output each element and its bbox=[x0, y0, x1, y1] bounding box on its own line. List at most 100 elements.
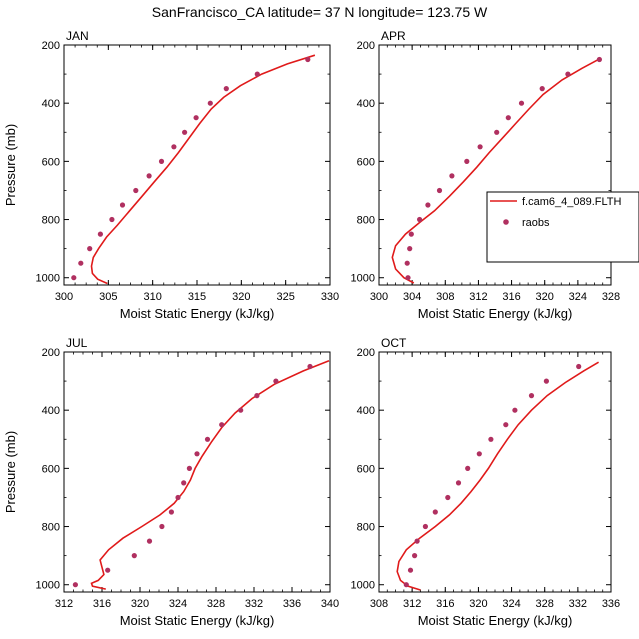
x-tick-label: 324 bbox=[569, 291, 587, 303]
obs-point bbox=[254, 71, 260, 77]
x-tick-label: 312 bbox=[469, 291, 487, 303]
obs-point bbox=[512, 407, 518, 413]
obs-point bbox=[194, 451, 200, 457]
obs-point bbox=[131, 553, 137, 559]
obs-point bbox=[596, 56, 603, 63]
obs-point bbox=[405, 275, 411, 281]
obs-point bbox=[403, 582, 409, 588]
obs-point bbox=[97, 231, 103, 237]
y-tick-label: 600 bbox=[357, 463, 375, 475]
obs-point bbox=[503, 422, 509, 428]
y-tick-label: 1000 bbox=[36, 273, 60, 285]
x-tick-label: 324 bbox=[502, 598, 520, 610]
chart-panel-oct: OCT 308 312 316 320 324 328 332 336 200 400 600 800 1… bbox=[351, 336, 621, 628]
obs-point bbox=[159, 523, 165, 530]
x-tick-label: 332 bbox=[569, 598, 587, 610]
obs-point bbox=[528, 393, 535, 399]
x-tick-label: 340 bbox=[321, 598, 339, 610]
x-tick-label: 312 bbox=[403, 598, 421, 610]
panel-label: APR bbox=[381, 29, 406, 43]
obs-point bbox=[182, 129, 188, 135]
x-axis-label: Moist Static Energy (kJ/kg) bbox=[418, 613, 573, 628]
y-tick-label: 600 bbox=[42, 463, 60, 475]
obs-point bbox=[445, 494, 451, 501]
obs-point bbox=[543, 378, 550, 384]
obs-point bbox=[119, 202, 126, 208]
obs-point bbox=[78, 260, 84, 266]
panel-label: JAN bbox=[66, 29, 89, 43]
x-tick-label: 300 bbox=[55, 291, 73, 303]
obs-point bbox=[408, 231, 414, 237]
legend-obs-label: raobs bbox=[522, 217, 550, 229]
obs-point bbox=[133, 187, 139, 194]
x-tick-label: 315 bbox=[188, 291, 206, 303]
obs-point bbox=[105, 567, 111, 573]
x-tick-label: 310 bbox=[143, 291, 161, 303]
obs-point bbox=[576, 363, 582, 370]
chart-panel-apr: APR 300 304 308 312 316 320 324 328 200 400 600 800 1… bbox=[351, 29, 621, 321]
obs-point bbox=[254, 393, 260, 399]
y-tick-label: 600 bbox=[357, 156, 375, 168]
x-tick-label: 328 bbox=[207, 598, 225, 610]
obs-point bbox=[71, 275, 77, 281]
obs-point bbox=[565, 71, 571, 77]
obs-point bbox=[87, 246, 93, 252]
obs-point bbox=[204, 436, 211, 442]
obs-point bbox=[432, 509, 438, 515]
x-tick-label: 320 bbox=[469, 598, 487, 610]
obs-point bbox=[273, 378, 279, 384]
obs-point bbox=[464, 158, 470, 164]
x-axis-label: Moist Static Energy (kJ/kg) bbox=[120, 613, 275, 628]
x-tick-label: 336 bbox=[602, 598, 620, 610]
figure-title: SanFrancisco_CA latitude= 37 N longitude… bbox=[152, 4, 488, 20]
obs-point bbox=[477, 144, 483, 150]
y-tick-label: 1000 bbox=[351, 580, 375, 592]
model-line bbox=[90, 54, 316, 285]
x-tick-label: 324 bbox=[169, 598, 187, 610]
x-tick-label: 312 bbox=[55, 598, 73, 610]
y-tick-label: 200 bbox=[357, 347, 375, 359]
obs-point bbox=[146, 538, 153, 544]
obs-point bbox=[207, 100, 213, 106]
x-tick-label: 304 bbox=[403, 291, 421, 303]
x-tick-label: 320 bbox=[232, 291, 250, 303]
model-line bbox=[396, 361, 600, 591]
x-tick-label: 336 bbox=[283, 598, 301, 610]
x-axis-label: Moist Static Energy (kJ/kg) bbox=[418, 306, 573, 321]
obs-point bbox=[109, 216, 115, 223]
y-axis-label: Pressure (mb) bbox=[3, 124, 18, 206]
chart-panel-jan: JAN 300 305 310 315 320 325 330 200 400 600 800 1000… bbox=[3, 29, 339, 321]
obs-point bbox=[436, 187, 443, 194]
obs-point bbox=[494, 129, 500, 135]
x-tick-label: 325 bbox=[276, 291, 294, 303]
obs-point bbox=[455, 480, 462, 486]
plot-frame bbox=[63, 44, 331, 286]
obs-point bbox=[407, 567, 414, 573]
x-tick-label: 330 bbox=[321, 291, 339, 303]
x-tick-label: 320 bbox=[131, 598, 149, 610]
obs-point bbox=[223, 86, 229, 92]
obs-point bbox=[168, 509, 174, 515]
obs-point bbox=[219, 422, 225, 428]
y-tick-label: 600 bbox=[42, 156, 60, 168]
obs-point bbox=[417, 216, 423, 223]
obs-point bbox=[422, 523, 428, 530]
x-tick-label: 316 bbox=[502, 291, 520, 303]
y-tick-label: 200 bbox=[42, 347, 60, 359]
obs-point bbox=[72, 582, 78, 588]
y-tick-label: 1000 bbox=[36, 580, 60, 592]
obs-point bbox=[146, 173, 152, 179]
x-tick-label: 328 bbox=[602, 291, 620, 303]
y-tick-label: 800 bbox=[357, 215, 375, 227]
obs-point bbox=[488, 436, 494, 442]
x-axis-label: Moist Static Energy (kJ/kg) bbox=[120, 306, 275, 321]
y-tick-label: 800 bbox=[42, 522, 60, 534]
y-tick-label: 800 bbox=[42, 215, 60, 227]
y-tick-label: 200 bbox=[357, 40, 375, 52]
y-tick-label: 800 bbox=[357, 522, 375, 534]
obs-point bbox=[407, 246, 413, 252]
obs-point bbox=[238, 407, 244, 413]
legend-box bbox=[486, 191, 639, 263]
y-axis-label: Pressure (mb) bbox=[3, 431, 18, 513]
